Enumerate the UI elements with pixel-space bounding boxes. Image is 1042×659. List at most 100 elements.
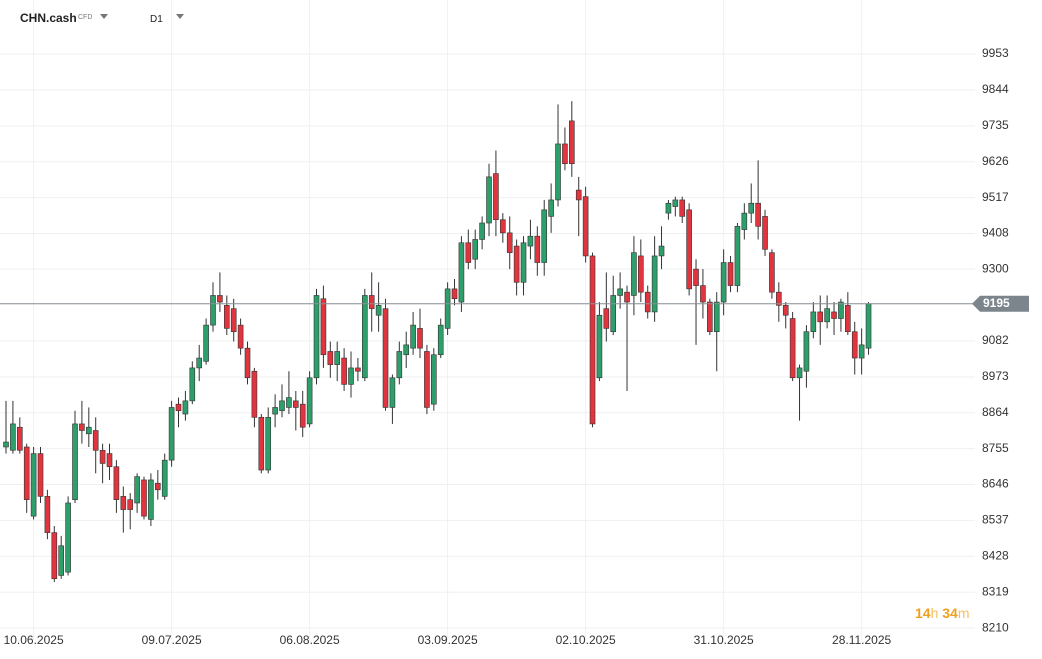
candle-body: [120, 496, 127, 510]
candle-body: [451, 288, 458, 300]
candle-body: [700, 285, 706, 303]
candle-body: [210, 295, 216, 326]
candle-body: [327, 351, 334, 365]
symbol-dropdown-arrow[interactable]: [100, 14, 110, 20]
candle-body: [182, 400, 189, 415]
candle-body: [175, 403, 182, 412]
y-tick-label: 8864: [982, 405, 1009, 419]
candle-body: [382, 308, 389, 408]
candle-body: [410, 324, 416, 349]
candle-body: [838, 301, 844, 319]
candle-body: [99, 449, 106, 464]
candle-body: [168, 407, 175, 461]
candle-body: [776, 291, 782, 306]
candle-body: [782, 305, 789, 316]
candle-body: [424, 351, 430, 408]
candle-body: [72, 423, 78, 500]
candle-body: [148, 479, 154, 520]
countdown-minutes: 34: [942, 605, 958, 621]
candle-body: [555, 143, 561, 201]
candle-body: [644, 291, 651, 313]
candle-body: [665, 202, 672, 214]
candle-body: [513, 245, 520, 283]
price-tag-label: 9195: [983, 296, 1010, 310]
countdown-hours-unit: h: [930, 605, 939, 621]
candle-body: [286, 397, 292, 408]
candle-body: [375, 305, 382, 316]
candle-body: [582, 196, 589, 257]
candle-body: [762, 216, 768, 250]
candle-body: [638, 255, 644, 293]
timeframe-dropdown-arrow[interactable]: [176, 14, 186, 20]
candle-body: [217, 295, 223, 303]
candle-body: [465, 242, 472, 263]
y-tick-label: 9735: [982, 118, 1009, 132]
candle-body: [575, 189, 582, 201]
price-tag: [972, 295, 1029, 312]
candle-body: [313, 295, 320, 379]
candle-body: [155, 482, 161, 491]
candle-body: [65, 502, 71, 573]
symbol[interactable]: CHN.cash: [20, 11, 77, 25]
candle-body: [355, 367, 361, 372]
candle-body: [106, 453, 113, 468]
candle-body: [569, 120, 575, 165]
candle-body: [3, 441, 9, 448]
candle-body: [279, 400, 285, 412]
candle-body: [796, 367, 803, 379]
countdown-hours: 14: [915, 605, 931, 621]
candle-body: [810, 311, 817, 332]
candle-body: [396, 351, 403, 379]
candle-body: [444, 288, 451, 329]
x-tick-label: 31.10.2025: [694, 633, 754, 647]
candle-body: [293, 400, 299, 408]
candle-body: [417, 328, 423, 349]
candle-body: [265, 417, 272, 471]
candle-body: [196, 357, 203, 369]
candle-body: [92, 430, 99, 451]
y-tick-label: 8428: [982, 549, 1009, 563]
candle-body: [727, 262, 734, 286]
candle-body: [845, 305, 851, 332]
candle-body: [686, 209, 692, 290]
candle-body: [258, 417, 265, 471]
candle-body: [548, 199, 554, 217]
candle-body: [127, 499, 134, 510]
candle-body: [520, 242, 527, 283]
y-tick-label: 8319: [982, 584, 1009, 598]
x-tick-label: 09.07.2025: [142, 633, 202, 647]
candle-body: [30, 453, 37, 517]
y-tick-label: 9300: [982, 261, 1009, 275]
candle-body: [479, 222, 485, 240]
candle-body: [86, 426, 92, 435]
candle-body: [230, 308, 237, 332]
candle-body: [500, 219, 506, 234]
candle-body: [113, 466, 120, 500]
y-tick-label: 9082: [982, 333, 1009, 347]
candle-body: [713, 301, 720, 332]
y-tick-label: 8755: [982, 441, 1009, 455]
candle-body: [734, 225, 741, 286]
y-tick-label: 8210: [982, 620, 1009, 634]
candle-body: [720, 262, 727, 303]
candle-body: [134, 476, 140, 504]
candle-body: [251, 370, 258, 418]
y-tick-label: 8537: [982, 513, 1009, 527]
candle-body: [741, 212, 748, 230]
timeframe[interactable]: D1: [150, 14, 163, 25]
candle-body: [79, 423, 85, 431]
candle-body: [817, 311, 824, 323]
candle-body: [472, 239, 479, 260]
candle-body: [596, 314, 603, 379]
candle-body: [237, 324, 244, 349]
x-tick-label: 02.10.2025: [556, 633, 616, 647]
candle-body: [769, 252, 775, 293]
candle-body: [617, 288, 623, 296]
candle-body: [161, 459, 168, 497]
candle-body: [37, 453, 44, 497]
candle-body: [865, 303, 872, 349]
candle-body: [603, 308, 610, 329]
candle-body: [17, 426, 23, 451]
